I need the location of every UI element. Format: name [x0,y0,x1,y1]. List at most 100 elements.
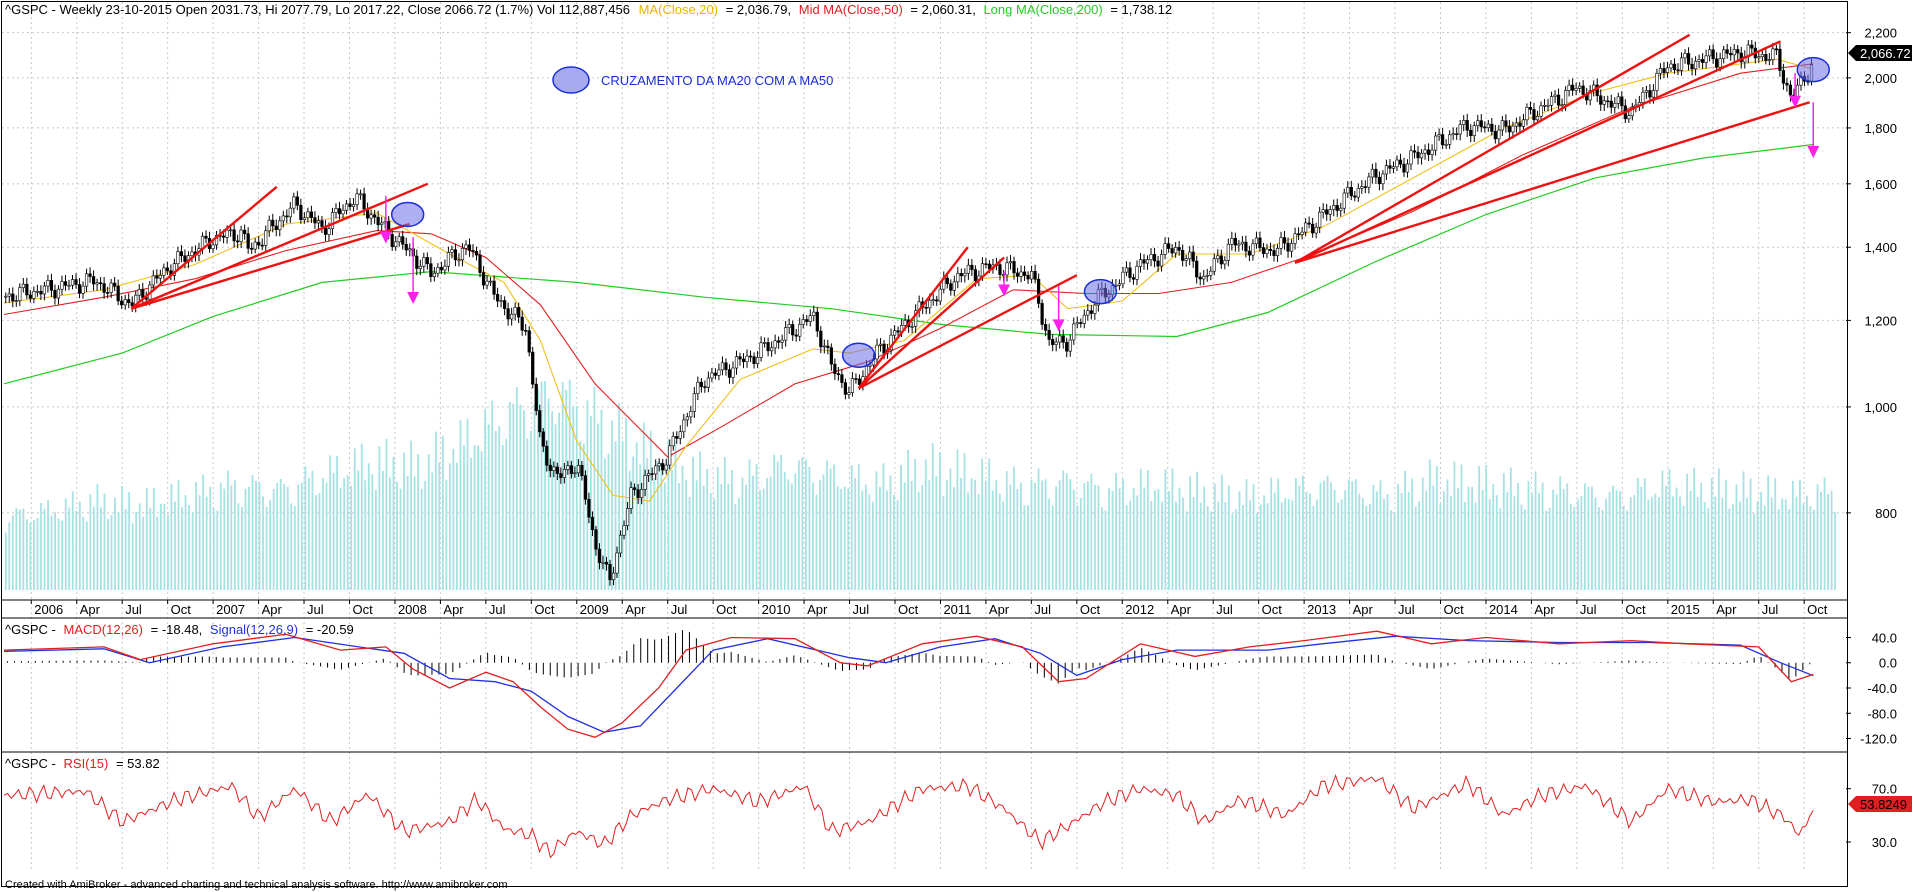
volume-bar [1735,484,1738,590]
volume-bar [783,472,786,590]
volume-bar [1266,503,1269,590]
volume-bar [1531,493,1533,590]
volume-bar [1263,495,1266,590]
candle-body [703,386,707,388]
volume-bar [882,463,885,590]
date-tick-label: Oct [352,602,373,617]
volume-bar [1227,485,1230,590]
volume-bar [1368,503,1371,590]
candle-body [264,230,268,246]
volume-bar [949,468,952,590]
candle-body [1616,96,1620,104]
volume-bar [565,389,568,590]
volume-bar [174,501,176,590]
annotation-marker-icon [552,66,590,94]
volume-bar [11,515,14,590]
candle-body [1599,95,1603,105]
candle-body [450,249,454,253]
volume-bar [586,400,589,590]
volume-bar [734,504,737,590]
volume-bar [1464,501,1466,590]
price-tick-label: 2,200 [1864,26,1897,41]
candle-body [1729,53,1733,56]
volume-bar [1037,468,1040,590]
macd-tick-label: 40.0 [1872,630,1897,645]
candle-body [1216,255,1220,260]
candle-body [1486,123,1490,128]
volume-bar [561,382,564,590]
candle-body [1451,133,1455,136]
volume-bar [195,482,198,590]
candle-body [1476,120,1480,126]
volume-bar [970,478,973,590]
candle-body [1328,209,1332,215]
volume-bar [26,519,28,590]
volume-bar [1005,471,1008,590]
date-tick-label: Oct [716,602,737,617]
candle-body [457,259,461,262]
volume-bar [508,401,511,590]
volume-bar [914,458,917,590]
candle-body [341,209,345,215]
volume-bar [991,490,994,590]
volume-bar [1541,482,1544,590]
candle-body [337,208,342,215]
volume-bar [417,454,420,590]
volume-bar [406,475,409,590]
candle-body [358,193,363,196]
volume-bar [1774,478,1777,590]
volume-bar [1756,501,1759,590]
candle-body [1490,123,1494,132]
volume-bar [360,443,363,590]
candle-body [53,289,57,299]
candle-body [1117,283,1122,286]
volume-bar [681,465,684,590]
volume-bar [1665,485,1667,590]
volume-bar [871,501,874,590]
candle-body [1549,96,1554,106]
candle-body [987,263,992,270]
candle-body [566,465,570,470]
volume-bar [1601,510,1604,590]
candle-body [1764,54,1768,61]
volume-bar [1365,505,1368,590]
candle-body [214,235,219,246]
volume-bar [1763,505,1766,590]
volume-bar [399,488,402,590]
candle-body [583,475,588,500]
volume-bar [1407,492,1410,590]
volume-bar [1562,488,1565,590]
volume-bar [1020,482,1022,590]
candle-body [625,508,630,526]
volume-bar [935,476,938,590]
candle-body [843,382,847,395]
candle-body [517,307,521,318]
candle-body [1483,126,1487,129]
candle-body [1304,222,1308,233]
candle-body [158,274,162,279]
candle-body [1121,271,1125,285]
volume-bar [498,425,501,590]
date-tick-label: Apr [1534,602,1555,617]
trend-lines [130,33,1810,390]
candle-body [292,196,296,209]
volume-bar [1686,473,1689,590]
candle-body [1261,247,1266,254]
crossover-marker [390,201,425,228]
volume-bar [1157,489,1160,590]
candle-body [1230,238,1234,245]
candle-body [1363,186,1367,188]
volume-bar [1182,497,1184,590]
candle-body [1665,67,1670,73]
candle-body [1774,48,1778,51]
volume-bar [593,386,596,590]
volume-bar [924,459,927,590]
candle-body [453,249,458,261]
volume-bar [1428,459,1431,590]
volume-bar [1717,468,1720,590]
volume-bar [1435,466,1438,590]
candle-body [1209,270,1213,276]
volume-bar [1231,513,1234,590]
volume-bar [477,445,479,590]
volume-bar [1569,503,1572,590]
